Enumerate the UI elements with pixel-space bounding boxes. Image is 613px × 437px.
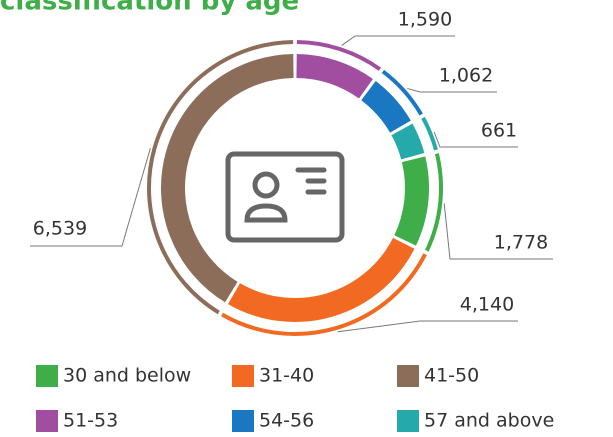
data-label: 661 [481, 120, 517, 142]
leader-line [341, 35, 455, 46]
legend-label: 51-53 [63, 410, 118, 432]
legend-label: 54-56 [259, 410, 314, 432]
legend-swatch [397, 365, 419, 387]
legend-swatch [232, 410, 254, 432]
legend-label: 31-40 [259, 365, 314, 387]
outer-ring-segment [296, 40, 382, 71]
data-label: 1,062 [439, 65, 493, 87]
data-label: 4,140 [460, 294, 514, 316]
donut-segment [296, 54, 373, 99]
leader-line [337, 320, 518, 333]
outer-ring-segment [381, 69, 423, 116]
legend-label: 30 and below [63, 365, 191, 387]
outer-ring-segment [421, 116, 438, 151]
data-label: 1,590 [398, 9, 452, 31]
donut-segment [391, 123, 425, 160]
leader-line [433, 131, 518, 148]
donut-segment [360, 81, 411, 133]
legend-label: 41-50 [424, 365, 479, 387]
outer-ring-segment [221, 253, 427, 336]
leader-line [443, 203, 553, 260]
donut-segment [161, 54, 294, 303]
legend-swatch [36, 365, 58, 387]
legend-label: 57 and above [424, 410, 554, 432]
chart-title: classification by age [0, 0, 299, 17]
leader-line [407, 87, 497, 93]
donut-segment [394, 156, 429, 246]
data-label: 1,778 [494, 232, 548, 254]
leader-line [30, 148, 151, 247]
legend-swatch [397, 410, 419, 432]
data-label: 6,539 [33, 218, 87, 240]
outer-ring-segment [147, 40, 294, 315]
id-card-icon [225, 151, 345, 243]
outer-ring-segment [425, 153, 443, 252]
legend-swatch [36, 410, 58, 432]
legend-swatch [232, 365, 254, 387]
donut-segment [228, 237, 415, 322]
